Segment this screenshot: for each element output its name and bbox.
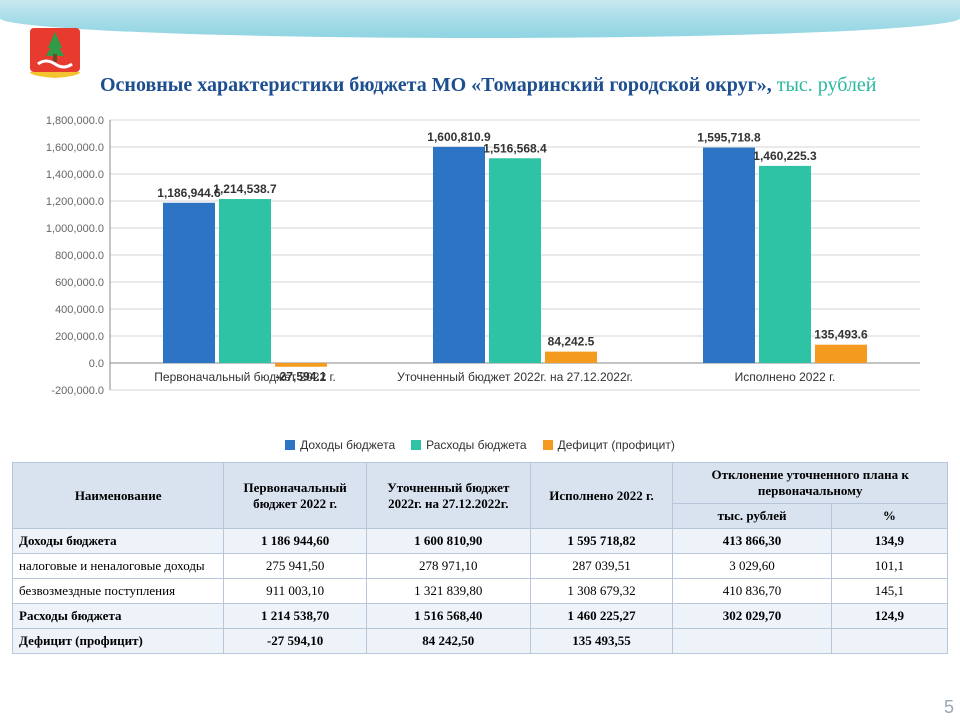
th: Наименование xyxy=(13,463,224,529)
td: 1 516 568,40 xyxy=(366,604,530,629)
svg-text:1,600,810.9: 1,600,810.9 xyxy=(427,130,491,144)
svg-text:800,000.0: 800,000.0 xyxy=(55,250,104,262)
svg-text:Первоначальный бюджет 2022 г.: Первоначальный бюджет 2022 г. xyxy=(154,370,335,384)
th: Первоначальный бюджет 2022 г. xyxy=(224,463,367,529)
table-row: Доходы бюджета1 186 944,601 600 810,901 … xyxy=(13,529,948,554)
svg-text:600,000.0: 600,000.0 xyxy=(55,277,104,289)
td: 302 029,70 xyxy=(673,604,831,629)
td: 278 971,10 xyxy=(366,554,530,579)
svg-text:1,186,944.6: 1,186,944.6 xyxy=(157,186,221,200)
bar xyxy=(163,203,215,363)
table-row: безвозмездные поступления911 003,101 321… xyxy=(13,579,948,604)
svg-text:1,516,568.4: 1,516,568.4 xyxy=(483,141,547,155)
legend-item: Расходы бюджета xyxy=(411,438,526,452)
th: % xyxy=(831,504,947,529)
svg-text:1,595,718.8: 1,595,718.8 xyxy=(697,131,761,145)
table-row: Расходы бюджета1 214 538,701 516 568,401… xyxy=(13,604,948,629)
td: 911 003,10 xyxy=(224,579,367,604)
svg-text:Исполнено 2022 г.: Исполнено 2022 г. xyxy=(735,370,836,384)
td: Расходы бюджета xyxy=(13,604,224,629)
svg-text:1,000,000.0: 1,000,000.0 xyxy=(46,223,104,235)
bar xyxy=(489,158,541,363)
td: 1 214 538,70 xyxy=(224,604,367,629)
page-number: 5 xyxy=(944,697,954,718)
td xyxy=(673,629,831,654)
svg-text:400,000.0: 400,000.0 xyxy=(55,304,104,316)
td: 1 595 718,82 xyxy=(530,529,673,554)
td: 101,1 xyxy=(831,554,947,579)
legend-swatch xyxy=(543,440,553,450)
svg-text:135,493.6: 135,493.6 xyxy=(814,328,868,342)
coat-of-arms-icon xyxy=(28,26,82,80)
bar xyxy=(815,345,867,363)
table-row: налоговые и неналоговые доходы275 941,50… xyxy=(13,554,948,579)
bar xyxy=(545,352,597,363)
legend-swatch xyxy=(411,440,421,450)
budget-table: НаименованиеПервоначальный бюджет 2022 г… xyxy=(12,462,948,654)
svg-text:1,200,000.0: 1,200,000.0 xyxy=(46,196,104,208)
bar xyxy=(219,199,271,363)
bar xyxy=(759,166,811,363)
bar xyxy=(703,148,755,363)
td: 135 493,55 xyxy=(530,629,673,654)
svg-text:1,600,000.0: 1,600,000.0 xyxy=(46,142,104,154)
legend-item: Доходы бюджета xyxy=(285,438,395,452)
legend-label: Доходы бюджета xyxy=(300,438,395,452)
th: Отклонение уточненного плана к первонача… xyxy=(673,463,948,504)
td: 1 600 810,90 xyxy=(366,529,530,554)
bar xyxy=(433,147,485,363)
svg-text:Уточненный бюджет 2022г. на 27: Уточненный бюджет 2022г. на 27.12.2022г. xyxy=(397,370,633,384)
th: Исполнено 2022 г. xyxy=(530,463,673,529)
td: 275 941,50 xyxy=(224,554,367,579)
budget-bar-chart: -200,000.0 0.0 200,000.0 400,000.0 600,000.0… xyxy=(30,110,930,430)
td: 1 460 225,27 xyxy=(530,604,673,629)
svg-text:84,242.5: 84,242.5 xyxy=(548,335,595,349)
legend-item: Дефицит (профицит) xyxy=(543,438,675,452)
td: 3 029,60 xyxy=(673,554,831,579)
svg-text:1,400,000.0: 1,400,000.0 xyxy=(46,169,104,181)
title-sub: тыс. рублей xyxy=(772,74,877,96)
svg-text:-200,000.0: -200,000.0 xyxy=(51,385,104,397)
svg-text:1,460,225.3: 1,460,225.3 xyxy=(753,149,817,163)
legend-label: Дефицит (профицит) xyxy=(558,438,675,452)
svg-text:200,000.0: 200,000.0 xyxy=(55,331,104,343)
td: 410 836,70 xyxy=(673,579,831,604)
chart-legend: Доходы бюджета Расходы бюджета Дефицит (пр… xyxy=(0,438,960,453)
td: безвозмездные поступления xyxy=(13,579,224,604)
bar xyxy=(275,363,327,367)
legend-label: Расходы бюджета xyxy=(426,438,526,452)
td: 287 039,51 xyxy=(530,554,673,579)
td: 124,9 xyxy=(831,604,947,629)
td: 1 321 839,80 xyxy=(366,579,530,604)
td: 134,9 xyxy=(831,529,947,554)
page-title: Основные характеристики бюджета МО «Тома… xyxy=(100,74,950,97)
title-main: Основные характеристики бюджета МО «Тома… xyxy=(100,74,772,96)
td: -27 594,10 xyxy=(224,629,367,654)
td: Доходы бюджета xyxy=(13,529,224,554)
td xyxy=(831,629,947,654)
svg-text:1,800,000.0: 1,800,000.0 xyxy=(46,115,104,127)
header-wave xyxy=(0,0,960,38)
th: Уточненный бюджет 2022г. на 27.12.2022г. xyxy=(366,463,530,529)
svg-text:1,214,538.7: 1,214,538.7 xyxy=(213,182,277,196)
svg-text:0.0: 0.0 xyxy=(89,358,104,370)
td: Дефицит (профицит) xyxy=(13,629,224,654)
td: налоговые и неналоговые доходы xyxy=(13,554,224,579)
legend-swatch xyxy=(285,440,295,450)
td: 1 308 679,32 xyxy=(530,579,673,604)
th: тыс. рублей xyxy=(673,504,831,529)
td: 84 242,50 xyxy=(366,629,530,654)
td: 145,1 xyxy=(831,579,947,604)
td: 1 186 944,60 xyxy=(224,529,367,554)
td: 413 866,30 xyxy=(673,529,831,554)
table-row: Дефицит (профицит)-27 594,1084 242,50135… xyxy=(13,629,948,654)
